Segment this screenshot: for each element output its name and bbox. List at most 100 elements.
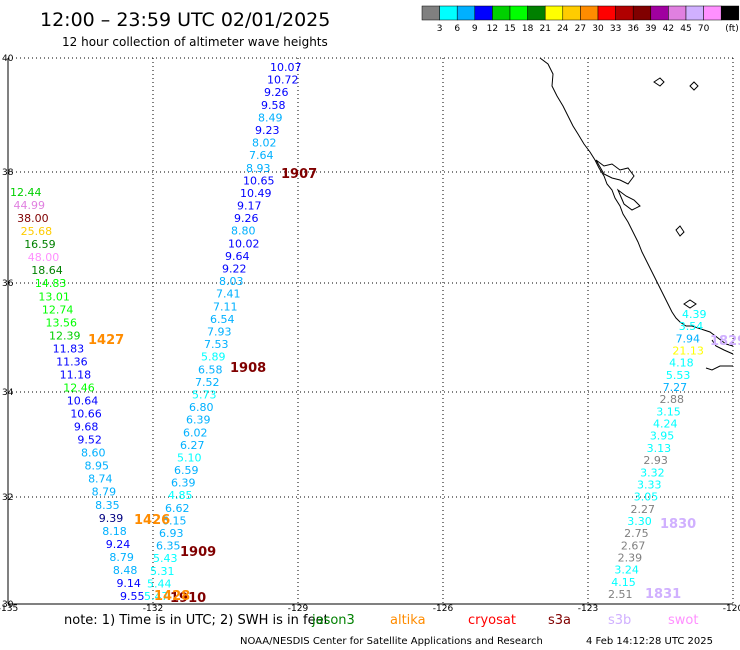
wave-height-reading: 5.44 [147,577,172,590]
scale-swatch [439,5,458,21]
wave-height-reading: 3.32 [640,466,665,479]
wave-height-reading: 2.39 [618,551,643,564]
wave-height-reading: 8.95 [85,460,110,473]
wave-height-reading: 9.39 [99,512,124,525]
wave-height-reading: 6.93 [159,527,184,540]
scale-label: 70 [698,24,710,34]
wave-height-reading: 6.15 [162,514,187,527]
wave-height-reading: 3.05 [634,491,659,504]
pass-time-labels: 1907 1908 1909 1910 1427 1426 1428 1829 1830 1831 [88,167,740,606]
scale-swatch [492,5,511,21]
pass-time-label: 1907 [281,167,317,182]
scale-swatch [632,5,652,21]
wave-height-reading: 8.74 [88,473,113,486]
bay-path [595,159,635,185]
scale-swatch [685,5,704,21]
wave-height-reading: 9.68 [74,421,99,434]
wave-height-reading: 12.44 [10,186,42,199]
wave-height-reading: 8.18 [102,525,127,538]
lake-path [689,81,699,91]
wave-height-reading: 5.10 [177,451,202,464]
latitude-tick: 40 [2,54,14,64]
pass-time-label: 1910 [170,591,206,606]
wave-height-reading: 8.48 [113,564,138,577]
wave-height-reading: 4.24 [653,418,678,431]
scale-swatch [703,5,722,21]
scale-swatch [597,5,616,21]
pass-time-label: 1829 [710,334,740,349]
scale-swatch [720,5,740,21]
footnote: note: 1) Time is in UTC; 2) SWH is in fe… [64,613,329,628]
wave-height-reading: 10.64 [67,395,99,408]
scale-label: 9 [472,24,478,34]
scale-swatch [509,5,528,21]
scale-label: 27 [575,24,586,34]
scale-swatch [544,5,564,21]
scale-swatch [562,5,581,21]
wave-height-reading: 48.00 [28,251,60,264]
wave-height-reading: 2.67 [621,539,646,552]
scale-label: 18 [522,24,534,34]
scale-label: 33 [610,24,621,34]
scale-label: 30 [592,24,604,34]
wave-height-reading: 7.64 [249,149,274,162]
wave-height-reading: 2.88 [659,393,684,406]
satellite-legend: jason3 altika cryosat s3a s3b swot [311,613,698,628]
wave-height-reading: 8.02 [252,137,277,150]
wave-height-reading: 10.07 [270,61,302,74]
wave-height-reading: 8.79 [109,551,133,564]
satellite-name: s3b [608,613,631,628]
pass-time-label: 1426 [134,513,170,528]
wave-height-reading: 9.26 [234,212,259,225]
coastline-path [539,57,734,347]
wave-height-reading: 8.79 [92,486,117,499]
wave-height-reading: 12.46 [63,381,95,394]
scale-swatch [421,5,440,21]
island-path [683,299,697,309]
wave-height-reading: 2.27 [631,503,656,516]
wave-height-reading: 12.74 [42,303,74,316]
pass-time-label: 1428 [154,589,190,604]
wave-height-reading: 10.02 [228,237,260,250]
satellite-name: swot [668,613,698,628]
wave-height-reading: 14.83 [35,277,67,290]
scale-label: 45 [680,24,691,34]
longitude-tick: -123 [578,604,598,614]
coastline [539,57,734,371]
scale-label: 15 [504,24,515,34]
scale-swatch [474,5,493,21]
wave-height-reading: 4.18 [669,357,694,370]
wave-height-reading: 9.23 [255,124,280,137]
scale-swatch [668,5,687,21]
pass-time-label: 1908 [230,361,266,376]
wave-height-reading: 10.65 [243,174,275,187]
wave-height-reading: 2.51 [608,588,633,601]
satellite-name: jason3 [311,613,355,628]
wave-height-reading: 6.58 [198,363,223,376]
wave-height-reading: 8.03 [219,275,244,288]
wave-height-reading: 9.24 [106,538,131,551]
wave-height-reading: 9.52 [77,434,102,447]
wave-height-reading: 7.41 [216,288,241,301]
wave-height-reading: 6.59 [174,464,199,477]
wave-height-reading: 3.15 [656,405,681,418]
scale-swatch [580,5,599,21]
scale-unit: (ft) [725,24,739,34]
scale-label: 6 [454,24,460,34]
wave-height-reading: 7.93 [207,326,232,339]
wave-height-reading: 3.95 [650,430,675,443]
wave-height-reading: 4.85 [168,489,193,502]
wave-height-reading: 6.02 [183,426,208,439]
wave-height-reading: 16.59 [24,238,56,251]
latitude-tick: 32 [2,493,13,503]
scale-swatch [650,5,669,21]
wave-height-reading: 11.83 [53,342,84,355]
satellite-name: s3a [548,613,571,628]
wave-height-reading: 9.17 [237,200,262,213]
wave-height-reading: 10.66 [70,408,102,421]
wave-height-reading: 10.72 [267,74,299,87]
wave-height-reading: 3.13 [647,442,672,455]
credit-text: NOAA/NESDIS Center for Satellite Applica… [240,636,543,647]
lat-lon-grid [7,57,734,605]
